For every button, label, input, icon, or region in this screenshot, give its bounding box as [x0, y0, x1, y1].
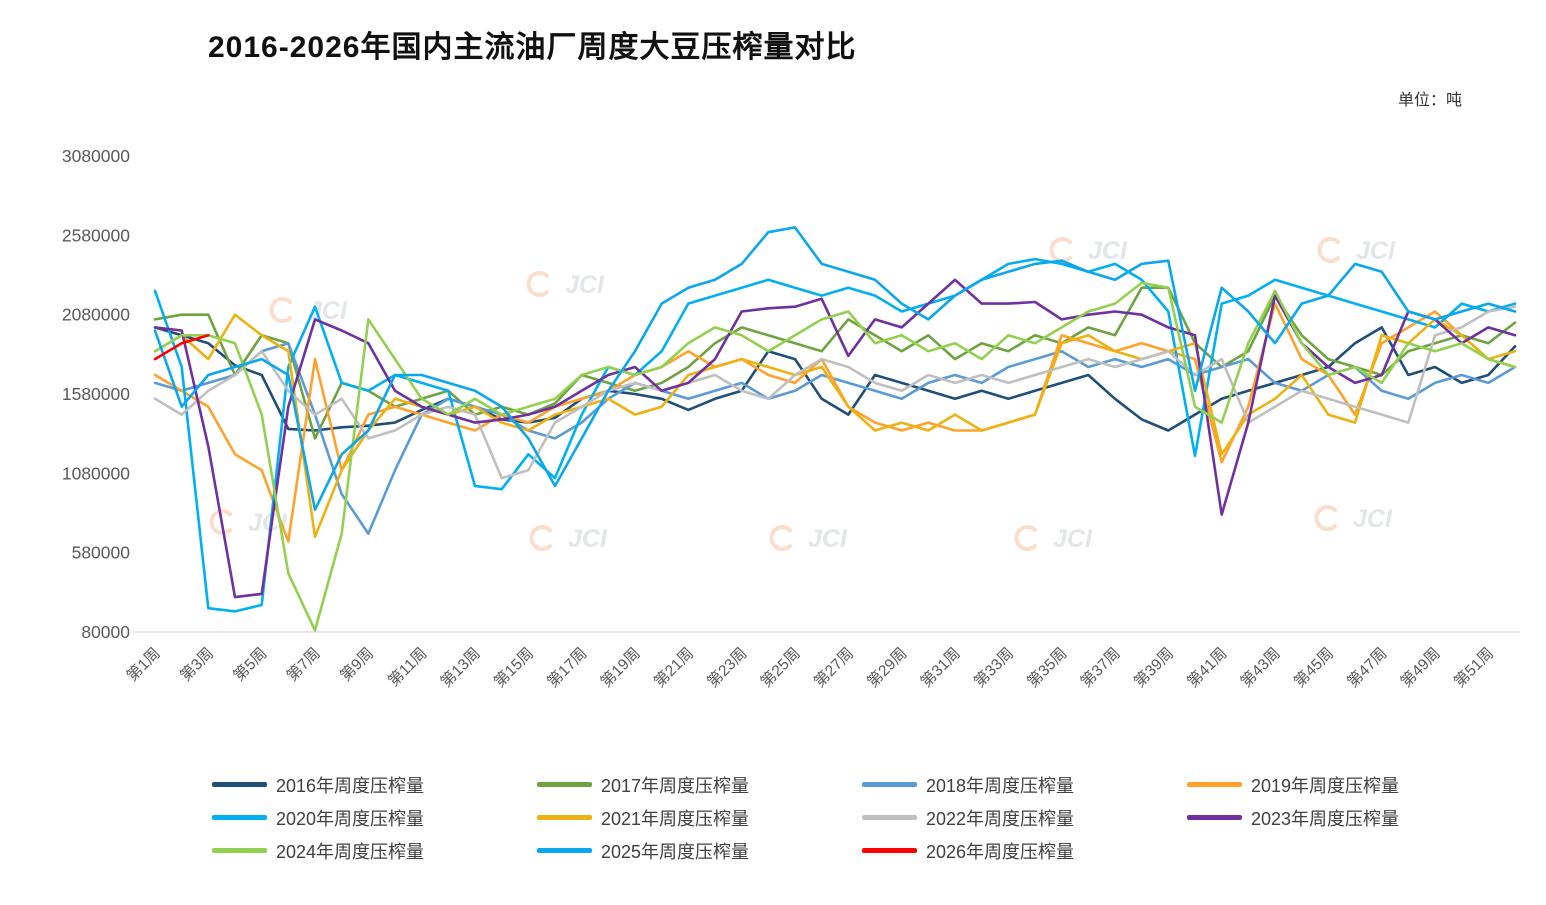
- y-axis-tick-label: 1580000: [62, 384, 130, 404]
- x-axis-tick-label: 第33周: [970, 644, 1017, 691]
- legend-swatch-2023: [1187, 815, 1242, 820]
- x-axis-tick-label: 第31周: [917, 644, 964, 691]
- legend-swatch-2026: [862, 848, 917, 853]
- series-line-2020: [153, 257, 1517, 613]
- svg-text:JCI: JCI: [808, 525, 848, 553]
- y-axis-tick-label: 3080000: [62, 146, 130, 166]
- y-axis-tick-label: 2080000: [62, 305, 130, 325]
- x-axis-tick-label: 第23周: [704, 644, 751, 691]
- watermark-jci-logo: JCI: [1317, 237, 1396, 265]
- x-axis-tick-label: 第21周: [650, 644, 697, 691]
- series-line-2016: [153, 326, 1517, 432]
- x-axis-tick-label: 第1周: [123, 644, 164, 685]
- x-axis-tick-label: 第51周: [1450, 644, 1497, 691]
- legend-swatch-2018: [862, 782, 917, 787]
- chart-title: 2016-2026年国内主流油厂周度大豆压榨量对比: [208, 31, 857, 64]
- unit-label: 单位：吨: [1397, 92, 1462, 109]
- legend-swatch-2019: [1187, 782, 1242, 787]
- watermark-jci-logo: JCI: [526, 271, 605, 299]
- svg-text:JCI: JCI: [1353, 505, 1393, 533]
- x-axis-tick-label: 第45周: [1290, 644, 1337, 691]
- series-line-2025: [153, 226, 1517, 512]
- x-axis-tick-label: 第17周: [544, 644, 591, 691]
- watermark-jci-logo: JCI: [769, 525, 848, 553]
- x-axis-tick-label: 第41周: [1184, 644, 1231, 691]
- series-line-2026: [153, 334, 210, 361]
- legend-item-2017[interactable]: 2017年周度压榨量: [537, 768, 862, 801]
- legend-label-2021: 2021年周度压榨量: [601, 808, 750, 829]
- legend-label-2020: 2020年周度压榨量: [276, 808, 425, 829]
- legend-item-2026[interactable]: 2026年周度压榨量: [862, 834, 1187, 867]
- x-axis-tick-label: 第39周: [1130, 644, 1177, 691]
- x-axis-tick-label: 第5周: [230, 644, 271, 685]
- x-axis-tick-label: 第9周: [336, 644, 377, 685]
- svg-text:JCI: JCI: [1356, 237, 1396, 265]
- legend-label-2023: 2023年周度压榨量: [1251, 808, 1400, 829]
- series-line-2019: [153, 302, 1517, 543]
- y-axis-tick-label: 580000: [72, 543, 131, 563]
- x-axis-tick-label: 第25周: [757, 644, 804, 691]
- x-axis-tick-label: 第49周: [1397, 644, 1444, 691]
- series-line-2022: [153, 305, 1517, 480]
- x-axis-tick-label: 第43周: [1237, 644, 1284, 691]
- x-axis-tick-label: 第3周: [176, 644, 217, 685]
- legend-item-2016[interactable]: 2016年周度压榨量: [212, 768, 537, 801]
- legend-item-2022[interactable]: 2022年周度压榨量: [862, 801, 1187, 834]
- legend-swatch-2022: [862, 815, 917, 820]
- legend-item-2019[interactable]: 2019年周度压榨量: [1187, 768, 1512, 801]
- x-axis-tick-label: 第13周: [437, 644, 484, 691]
- legend-label-2018: 2018年周度压榨量: [926, 775, 1075, 796]
- watermark-jci-logo: JCI: [529, 525, 608, 553]
- legend-swatch-2025: [537, 848, 592, 853]
- legend-swatch-2016: [212, 782, 267, 787]
- x-axis-tick-label: 第11周: [384, 644, 430, 690]
- series-line-2021: [153, 313, 1517, 539]
- x-axis-tick-label: 第15周: [490, 644, 537, 691]
- watermark-jci-logo: JCI: [1314, 505, 1393, 533]
- x-axis-tick-label: 第37周: [1077, 644, 1124, 691]
- x-axis-tick-label: 第19周: [597, 644, 644, 691]
- legend-label-2022: 2022年周度压榨量: [926, 808, 1075, 829]
- svg-text:JCI: JCI: [568, 525, 608, 553]
- legend-item-2018[interactable]: 2018年周度压榨量: [862, 768, 1187, 801]
- x-axis-tick-label: 第27周: [810, 644, 857, 691]
- chart-legend: 2016年周度压榨量 2017年周度压榨量 2018年周度压榨量 2019年周度压榨量…: [212, 768, 1532, 867]
- x-axis-tick-label: 第35周: [1024, 644, 1071, 691]
- legend-label-2024: 2024年周度压榨量: [276, 841, 425, 862]
- legend-label-2025: 2025年周度压榨量: [601, 841, 750, 862]
- legend-label-2019: 2019年周度压榨量: [1251, 775, 1400, 796]
- legend-swatch-2020: [212, 815, 267, 820]
- x-axis-tick-label: 第47周: [1344, 644, 1391, 691]
- watermark-jci-logo: JCI: [1014, 525, 1093, 553]
- x-axis-tick-label: 第29周: [864, 644, 911, 691]
- legend-label-2016: 2016年周度压榨量: [276, 775, 425, 796]
- legend-label-2026: 2026年周度压榨量: [926, 841, 1075, 862]
- legend-item-2025[interactable]: 2025年周度压榨量: [537, 834, 862, 867]
- series-line-2024: [153, 281, 1517, 632]
- x-axis-tick-label: 第7周: [283, 644, 324, 685]
- svg-text:JCI: JCI: [565, 271, 605, 299]
- legend-label-2017: 2017年周度压榨量: [601, 775, 750, 796]
- svg-text:JCI: JCI: [1088, 237, 1128, 265]
- legend-item-2021[interactable]: 2021年周度压榨量: [537, 801, 862, 834]
- y-axis-tick-label: 2580000: [62, 225, 130, 245]
- legend-swatch-2024: [212, 848, 267, 853]
- legend-item-2020[interactable]: 2020年周度压榨量: [212, 801, 537, 834]
- legend-swatch-2021: [537, 815, 592, 820]
- y-axis-tick-label: 80000: [81, 622, 130, 642]
- svg-text:JCI: JCI: [1053, 525, 1093, 553]
- legend-swatch-2017: [537, 782, 592, 787]
- legend-item-2024[interactable]: 2024年周度压榨量: [212, 834, 537, 867]
- legend-item-2023[interactable]: 2023年周度压榨量: [1187, 801, 1512, 834]
- y-axis-tick-label: 1080000: [62, 463, 130, 483]
